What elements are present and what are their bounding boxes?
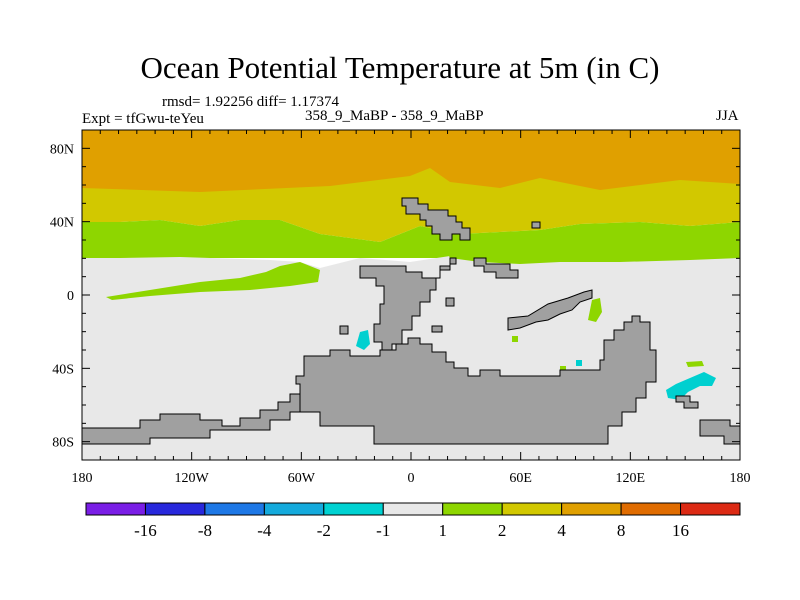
- cyan-patch-southern-ocean: [666, 372, 716, 400]
- land-indian-islands: [507, 289, 593, 331]
- green-area-southern-europe: [440, 232, 740, 264]
- chart-title: Ocean Potential Temperature at 5m (in C): [140, 50, 660, 85]
- colorbar-swatch: [620, 502, 682, 516]
- colorbar-label: 8: [617, 521, 626, 540]
- green-speck-east-indian: [560, 366, 566, 370]
- axis-ticks: 180 120W 60W 0 60E 120E 180 80N 40N 0 40S 80S: [50, 130, 751, 486]
- land-north-continent: [401, 197, 471, 241]
- colorbar-swatch: [85, 502, 146, 516]
- land-main-continent: [359, 257, 457, 351]
- colorbar-swatch: [323, 502, 384, 516]
- cyan-patch-south-atlantic: [356, 330, 370, 350]
- x-tick-label: 180: [730, 471, 751, 486]
- colorbar-swatch: [442, 502, 503, 516]
- land-speck-north: [531, 221, 541, 229]
- season-label: JJA: [716, 108, 739, 124]
- colorbar-label: 16: [672, 521, 689, 540]
- colorbar-swatch: [144, 502, 206, 516]
- colorbar-label: -8: [198, 521, 212, 540]
- y-tick-label: 40S: [52, 362, 74, 377]
- colorbar-label: -1: [376, 521, 390, 540]
- colorbar-label: 4: [557, 521, 566, 540]
- colorbar-label: -2: [317, 521, 331, 540]
- x-tick-label: 60W: [288, 471, 316, 486]
- land-antarctic-peninsula: [81, 393, 301, 445]
- green-speck-south-pacific: [686, 361, 704, 367]
- x-tick-label: 60E: [509, 471, 532, 486]
- land-speck-b: [431, 325, 443, 333]
- green-patch-indian: [588, 298, 602, 322]
- experiment-label: Expt = tfGwu-teYeu: [82, 111, 204, 127]
- comparison-label: 358_9_MaBP - 358_9_MaBP: [305, 108, 484, 124]
- land-speck-c: [445, 297, 455, 307]
- land-antarctic: [295, 315, 657, 445]
- colorbar-label: -16: [134, 521, 157, 540]
- land-southern-island: [675, 395, 699, 409]
- green-tongue-equatorial: [106, 262, 320, 300]
- colorbar: -16 -8 -4 -2 -1 1 2 4 8 16: [85, 502, 741, 540]
- colorbar-label: -4: [257, 521, 272, 540]
- y-tick-label: 0: [67, 289, 74, 304]
- green-speck-indian: [512, 336, 518, 342]
- cyan-speck-east: [576, 360, 582, 366]
- colorbar-swatch: [382, 502, 444, 516]
- colorbar-swatch: [680, 502, 741, 516]
- y-tick-label: 40N: [50, 216, 74, 231]
- x-tick-label: 180: [72, 471, 93, 486]
- y-tick-label: 80S: [52, 436, 74, 451]
- colorbar-label: 1: [438, 521, 447, 540]
- colorbar-swatch: [263, 502, 325, 516]
- y-tick-label: 80N: [50, 142, 74, 157]
- stats-text: rmsd= 1.92256 diff= 1.17374: [162, 94, 340, 110]
- land-speck-a: [339, 325, 349, 335]
- colorbar-swatch: [204, 502, 265, 516]
- land-isthmus-small: [473, 257, 519, 279]
- x-tick-label: 120E: [616, 471, 646, 486]
- colorbar-swatch: [501, 502, 563, 516]
- x-tick-label: 120W: [175, 471, 210, 486]
- x-tick-label: 0: [408, 471, 415, 486]
- colorbar-label: 2: [498, 521, 507, 540]
- colorbar-swatch: [561, 502, 622, 516]
